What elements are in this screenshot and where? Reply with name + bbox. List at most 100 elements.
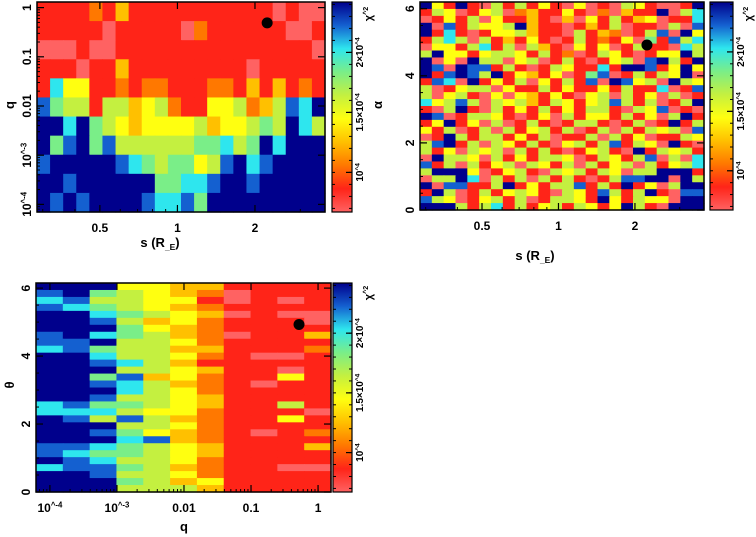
heatmap-cell	[170, 296, 198, 305]
heatmap-cell	[585, 57, 599, 65]
heatmap-cell	[298, 59, 313, 79]
heatmap-cell	[502, 43, 516, 52]
heatmap-cell	[467, 154, 480, 163]
heatmap-cell	[491, 29, 504, 38]
heatmap-cell	[550, 57, 563, 65]
heatmap-cell	[538, 203, 551, 211]
heatmap-cell	[89, 21, 104, 41]
heatmap-cell	[143, 422, 171, 430]
heatmap-cell	[680, 99, 693, 107]
heatmap-cell	[311, 59, 326, 79]
heatmap-cell	[597, 133, 610, 142]
heatmap-cell	[668, 126, 681, 135]
heatmap-cell	[644, 8, 658, 17]
heatmap-cell	[455, 168, 468, 176]
heatmap-cell	[526, 161, 539, 169]
heatmap-cell	[304, 296, 332, 305]
heatmap-cell	[538, 147, 551, 156]
heatmap-cell	[514, 119, 528, 128]
heatmap-cell	[420, 119, 433, 128]
heatmap-cell	[431, 140, 445, 149]
heatmap-cell	[154, 154, 169, 175]
heatmap-cell	[479, 92, 492, 100]
heatmap-cell	[196, 422, 225, 430]
heatmap-cell	[431, 15, 445, 24]
heatmap-cell	[304, 373, 332, 382]
heatmap-cell	[116, 331, 144, 340]
heatmap-cell	[633, 22, 646, 31]
heatmap-cell	[502, 126, 516, 135]
heatmap-cell	[680, 196, 693, 204]
heatmap-cell	[36, 443, 64, 451]
heatmap-cell	[514, 154, 528, 163]
heatmap-cell	[526, 71, 539, 79]
heatmap-cell	[272, 40, 287, 60]
heatmap-cell	[277, 359, 305, 368]
heatmap-cell	[668, 43, 681, 52]
x-tick-label: 1	[555, 219, 562, 233]
heatmap-cell	[207, 97, 221, 118]
heatmap-cell	[207, 78, 221, 99]
heatmap-cell	[233, 173, 248, 194]
heatmap-cell	[680, 71, 693, 79]
heatmap-cell	[76, 78, 90, 99]
heatmap-cell	[609, 203, 622, 211]
heatmap-cell	[526, 78, 539, 86]
heatmap-cell	[89, 40, 104, 60]
heatmap-cell	[116, 429, 144, 437]
heatmap-cell	[467, 161, 480, 169]
heatmap-cell	[36, 338, 64, 347]
heatmap-cell	[62, 429, 91, 437]
heatmap-cell	[431, 161, 445, 169]
heatmap-cell	[420, 78, 433, 86]
heatmap-cell	[491, 189, 504, 197]
heatmap-cell	[443, 50, 457, 59]
heatmap-cell	[656, 36, 670, 45]
heatmap-cell	[633, 29, 646, 38]
heatmap-cell	[656, 175, 670, 183]
heatmap-cell	[633, 133, 646, 142]
heatmap-cell	[170, 352, 198, 361]
heatmap-cell	[633, 57, 646, 65]
heatmap-cell	[491, 36, 504, 45]
heatmap-cell	[443, 154, 457, 163]
heatmap-cell	[443, 126, 457, 135]
heatmap-cell	[62, 373, 91, 382]
heatmap-cell	[514, 168, 528, 176]
heatmap-cell	[304, 401, 332, 409]
heatmap-cell	[431, 106, 445, 114]
heatmap-cell	[420, 203, 433, 211]
heatmap-cell	[562, 112, 575, 121]
heatmap-cell	[89, 485, 118, 493]
heatmap-cell	[562, 182, 575, 190]
heatmap-cell	[538, 2, 551, 10]
heatmap-cell	[467, 147, 480, 156]
heatmap-cell	[143, 394, 171, 403]
heatmap-cell	[246, 116, 261, 137]
heatmap-cell	[621, 175, 634, 183]
heatmap-cell	[431, 2, 445, 10]
heatmap-cell	[141, 192, 156, 213]
heatmap-cell	[668, 119, 681, 128]
heatmap-cell	[573, 36, 587, 45]
heatmap-cell	[220, 173, 234, 194]
heatmap-cell	[196, 443, 225, 451]
heatmap-cell	[597, 71, 610, 79]
heatmap-cell	[277, 345, 305, 354]
heatmap-cell	[491, 22, 504, 31]
heatmap-cell	[550, 36, 563, 45]
heatmap-cell	[668, 168, 681, 176]
heatmap-cell	[633, 126, 646, 135]
heatmap-cell	[116, 317, 144, 326]
heatmap-cell	[538, 78, 551, 86]
heatmap-cell	[550, 112, 563, 121]
heatmap-cell	[277, 387, 305, 396]
x-axis-label: s (R_E)	[140, 235, 179, 252]
heatmap-cell	[609, 182, 622, 190]
heatmap-cell	[502, 29, 516, 38]
heatmap-cell	[420, 15, 433, 24]
heatmap-cell	[479, 64, 492, 72]
heatmap-cell	[223, 289, 252, 298]
heatmap-cell	[196, 283, 225, 291]
heatmap-cell	[259, 78, 274, 99]
